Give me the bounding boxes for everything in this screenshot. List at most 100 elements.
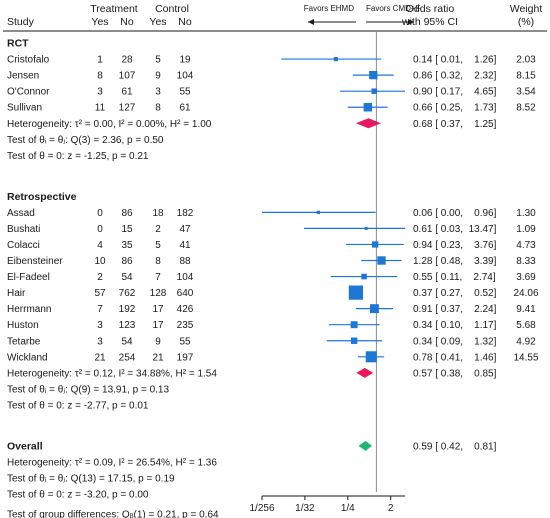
- control-header: Control: [155, 3, 189, 15]
- statistic-line: Heterogeneity: τ² = 0.00, I² = 0.00%, H²…: [7, 119, 212, 130]
- odds-ratio-ci-label: 0.91 [ 0.37, 2.24]: [413, 304, 497, 315]
- treatment-yes-count: 11: [95, 103, 106, 114]
- study-name: Sullivan: [7, 103, 42, 114]
- treatment-yes-count: 7: [97, 304, 103, 315]
- odds-ratio-header-line1: Odds ratio: [406, 3, 455, 15]
- x-axis: 1/256 1/32 1/4 2: [249, 495, 405, 514]
- favors-right-label: Favors CMD+F: [366, 4, 421, 13]
- treatment-yes-count: 10: [94, 256, 106, 267]
- subgroup-diamond: [355, 118, 382, 129]
- x-tick-label: 1/4: [341, 503, 355, 514]
- study-name: Huston: [7, 320, 39, 331]
- weight-label: 3.69: [516, 272, 536, 283]
- treatment-yes-count: 57: [94, 288, 106, 299]
- study-name: Jensen: [7, 71, 39, 82]
- control-yes-count: 5: [155, 240, 161, 251]
- treatment-no-count: 54: [121, 336, 133, 347]
- weight-label: 3.54: [516, 87, 536, 98]
- effect-marker: [333, 57, 338, 62]
- treatment-yes-header: Yes: [91, 16, 108, 28]
- x-tick-label: 2: [388, 503, 394, 514]
- treatment-yes-count: 3: [97, 87, 103, 98]
- pooled-odds-ratio-label: 0.59 [ 0.42, 0.81]: [413, 441, 497, 452]
- overall-title: Overall: [7, 440, 43, 452]
- effect-marker: [365, 351, 377, 363]
- overall-diamond: [358, 440, 373, 451]
- pooled-odds-ratio-label: 0.57 [ 0.38, 0.85]: [413, 368, 497, 379]
- odds-ratio-ci-label: 0.78 [ 0.41, 1.46]: [413, 352, 497, 363]
- control-no-count: 19: [179, 55, 191, 66]
- control-no-count: 182: [177, 208, 194, 219]
- treatment-no-header: No: [120, 16, 134, 28]
- weight-label: 8.52: [516, 103, 536, 114]
- study-name: Eibensteiner: [7, 256, 63, 267]
- control-yes-count: 3: [155, 87, 161, 98]
- effect-marker: [369, 70, 378, 80]
- favors-left-label: Favors EHMD: [304, 4, 354, 13]
- favors-left-arrow-icon: [308, 19, 356, 25]
- treatment-no-count: 107: [119, 71, 136, 82]
- treatment-header: Treatment: [90, 3, 138, 15]
- treatment-yes-count: 0: [97, 208, 103, 219]
- statistic-line: Test of θ = 0: z = -1.25, p = 0.21: [7, 151, 149, 162]
- odds-ratio-ci-label: 0.37 [ 0.27, 0.52]: [413, 288, 497, 299]
- treatment-no-count: 123: [119, 320, 136, 331]
- pooled-odds-ratio-label: 0.68 [ 0.37, 1.25]: [413, 119, 497, 130]
- odds-ratio-ci-label: 0.55 [ 0.11, 2.74]: [413, 272, 496, 283]
- weight-label: 24.06: [513, 288, 538, 299]
- study-name: Bushati: [7, 224, 40, 235]
- subgroup-title: Retrospective: [7, 191, 77, 203]
- control-no-header: No: [178, 16, 192, 28]
- statistic-line: Test of group differences: Qᵦ(1) = 0.21,…: [7, 510, 219, 518]
- treatment-no-count: 61: [121, 87, 133, 98]
- control-yes-count: 8: [155, 256, 161, 267]
- weight-label: 8.15: [516, 71, 536, 82]
- treatment-no-count: 254: [119, 352, 136, 363]
- study-name: Assad: [7, 208, 35, 219]
- statistic-line: Test of θᵢ = θⱼ: Q(9) = 13.91, p = 0.13: [7, 384, 169, 395]
- treatment-no-count: 54: [121, 272, 133, 283]
- odds-ratio-ci-label: 0.06 [ 0.00, 0.96]: [413, 208, 497, 219]
- control-no-count: 55: [179, 87, 191, 98]
- weight-label: 5.68: [516, 320, 536, 331]
- subgroup-title: RCT: [7, 38, 29, 50]
- treatment-yes-count: 4: [97, 240, 103, 251]
- effect-marker: [350, 337, 358, 344]
- weight-label: 14.55: [513, 352, 538, 363]
- study-name: El-Fadeel: [7, 272, 50, 283]
- control-no-count: 41: [179, 240, 191, 251]
- treatment-no-count: 127: [119, 103, 136, 114]
- study-name: O'Connor: [7, 87, 50, 98]
- odds-ratio-ci-label: 0.86 [ 0.32, 2.32]: [413, 71, 497, 82]
- weight-header-line2: (%): [518, 16, 534, 28]
- statistic-line: Test of θ = 0: z = -2.77, p = 0.01: [7, 400, 149, 411]
- control-no-count: 235: [177, 320, 194, 331]
- control-no-count: 640: [177, 288, 194, 299]
- control-yes-count: 2: [155, 224, 161, 235]
- odds-ratio-ci-label: 0.61 [ 0.03, 13.47]: [413, 224, 497, 235]
- treatment-no-count: 86: [121, 256, 133, 267]
- control-yes-count: 9: [155, 71, 161, 82]
- odds-ratio-ci-label: 0.14 [ 0.01, 1.26]: [413, 55, 497, 66]
- odds-ratio-ci-label: 0.94 [ 0.23, 3.76]: [413, 240, 497, 251]
- control-yes-count: 128: [150, 288, 167, 299]
- control-no-count: 426: [177, 304, 194, 315]
- odds-ratio-ci-label: 0.90 [ 0.17, 4.65]: [413, 87, 497, 98]
- treatment-no-count: 86: [121, 208, 133, 219]
- control-yes-count: 17: [152, 320, 164, 331]
- effect-marker: [350, 321, 358, 329]
- odds-ratio-header-line2: with 95% CI: [401, 16, 458, 28]
- table-header: Treatment Control Study Yes No Yes No Od…: [3, 3, 547, 32]
- study-name: Cristofalo: [7, 55, 50, 66]
- x-tick-label: 1/256: [249, 503, 274, 514]
- study-name: Hair: [7, 288, 26, 299]
- weight-header-line1: Weight: [510, 3, 543, 15]
- treatment-yes-count: 2: [97, 272, 103, 283]
- treatment-yes-count: 0: [97, 224, 103, 235]
- control-yes-count: 21: [152, 352, 164, 363]
- odds-ratio-ci-label: 1.28 [ 0.48, 3.39]: [413, 256, 497, 267]
- effect-marker: [370, 304, 379, 314]
- control-no-count: 104: [177, 272, 194, 283]
- weight-label: 1.09: [516, 224, 536, 235]
